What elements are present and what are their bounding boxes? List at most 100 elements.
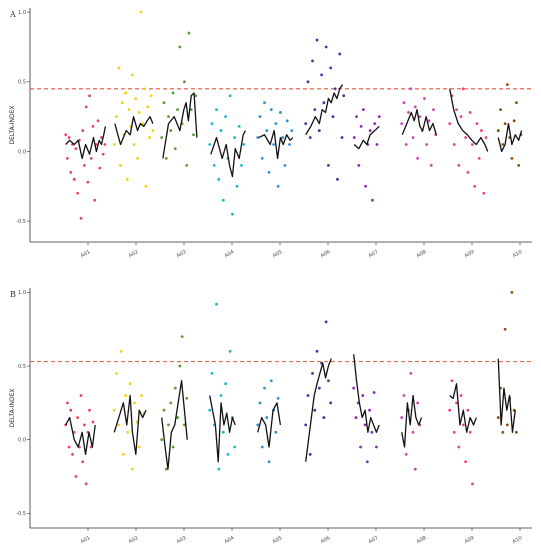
data-point (471, 482, 474, 486)
data-point (194, 94, 198, 98)
data-point (317, 386, 321, 390)
data-point (210, 372, 214, 375)
data-point (427, 119, 431, 123)
x-category-label: A08 (416, 535, 427, 545)
data-point (466, 408, 470, 412)
data-point (368, 408, 371, 412)
data-point (315, 38, 319, 42)
data-point (499, 108, 502, 112)
data-point (176, 416, 179, 419)
x-category-label: A01 (80, 535, 91, 545)
data-point (308, 452, 312, 456)
data-point (120, 101, 124, 105)
data-point (480, 129, 483, 132)
trend-line (65, 416, 96, 456)
data-point (260, 445, 264, 449)
trend-line (210, 130, 247, 178)
data-point (142, 87, 146, 91)
data-point (279, 111, 282, 114)
x-category-label: A07 (368, 535, 379, 545)
data-point (496, 416, 500, 419)
data-point (136, 157, 139, 160)
data-point (269, 108, 273, 112)
data-point (429, 163, 433, 167)
data-point (164, 467, 168, 471)
data-point (375, 143, 379, 146)
data-point (515, 101, 518, 105)
data-point (84, 105, 88, 109)
data-point (215, 302, 218, 306)
data-point (361, 108, 365, 112)
data-point (276, 184, 280, 188)
data-point (160, 136, 164, 139)
data-point (134, 97, 138, 100)
data-point (475, 122, 479, 126)
data-point (69, 408, 73, 412)
series-a08 (400, 87, 438, 167)
series-a04 (208, 94, 247, 216)
data-point (269, 379, 273, 383)
data-point (457, 163, 461, 167)
panel-label: B (10, 290, 16, 299)
series-a01 (64, 394, 96, 486)
data-point (455, 108, 458, 112)
data-point (81, 460, 85, 464)
trend-line (401, 109, 437, 135)
data-point (83, 423, 86, 427)
data-point (228, 349, 232, 353)
data-point (267, 460, 271, 464)
data-point (86, 180, 90, 184)
y-tick-label: -0.5 (16, 511, 26, 517)
data-point (496, 129, 500, 132)
data-point (333, 87, 337, 91)
data-point (189, 108, 193, 112)
data-point (357, 163, 361, 167)
data-point (263, 386, 266, 390)
data-point (375, 445, 378, 449)
y-tick-label: 1.0 (18, 290, 26, 296)
data-point (219, 394, 223, 397)
data-point (324, 45, 328, 49)
data-point (340, 136, 344, 139)
data-point (148, 136, 151, 139)
data-point (464, 136, 467, 139)
data-point (510, 291, 514, 294)
data-point (260, 157, 264, 160)
data-point (418, 115, 422, 119)
data-point (448, 122, 452, 126)
trend-line (305, 84, 344, 136)
data-point (112, 408, 116, 412)
data-point (329, 66, 333, 70)
data-point (240, 163, 243, 167)
y-tick-label: 0.5 (18, 364, 26, 370)
data-point (137, 445, 141, 449)
panel-a: A -0.5 0.0 0.5 1.0 DELTA-INDEX A01 A02 A03 A04 A05… (9, 8, 532, 259)
data-point (352, 386, 356, 390)
data-point (308, 136, 312, 139)
data-point (66, 157, 69, 160)
data-point (515, 430, 518, 434)
trend-line (401, 394, 423, 448)
data-point (320, 73, 323, 77)
data-point (413, 467, 417, 471)
data-point (304, 122, 308, 126)
series-a03 (160, 335, 189, 471)
trend-line (353, 125, 380, 150)
data-point (352, 136, 356, 139)
x-category-label: A01 (80, 249, 91, 259)
data-point (329, 401, 333, 405)
data-point (322, 101, 326, 105)
data-point (404, 143, 408, 146)
data-point (283, 163, 287, 167)
data-point (221, 198, 225, 202)
data-point (355, 115, 358, 119)
x-category-label: A02 (128, 249, 139, 259)
data-point (413, 105, 417, 109)
data-point (137, 111, 141, 114)
data-point (365, 460, 369, 464)
data-point (183, 80, 186, 84)
data-point (151, 129, 155, 132)
x-category-label: A10 (512, 535, 523, 545)
x-category-label: A04 (224, 249, 235, 259)
data-point (407, 111, 410, 114)
